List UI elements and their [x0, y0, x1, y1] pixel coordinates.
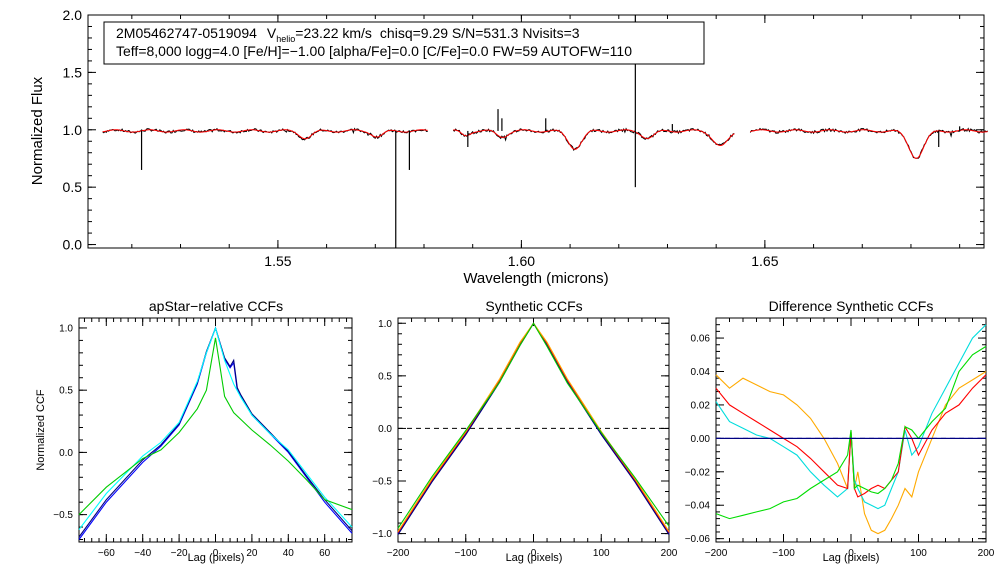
- difference-ccf-series-green: [715, 345, 987, 520]
- apstar-ccf-y-tick-labels: −0.5 0.0 0.5 1.0: [53, 323, 73, 521]
- difference-ccf-x-tick-label: 100: [910, 548, 927, 559]
- star-info-line-1: 2M05462747-0519094 Vhelio=23.22 km/s chisq…: [116, 25, 580, 44]
- difference-ccf-x-label: Lag (pixels): [823, 552, 880, 564]
- synthetic-ccf-y-tick-label: 0.0: [378, 424, 392, 435]
- synthetic-ccf-y-tick-label: 0.5: [378, 371, 392, 382]
- synthetic-ccf-plot-frame: [397, 317, 670, 543]
- spectrum-y-label: Normalized Flux: [29, 76, 46, 185]
- difference-ccf-series-red: [715, 374, 987, 498]
- model-spectrum-chip-3: [750, 129, 988, 159]
- apstar-ccf-y-label: Normalized CCF: [35, 389, 47, 471]
- synthetic-ccf-y-tick-label: 1.0: [378, 319, 392, 330]
- synthetic-ccf-series-visit-2: [397, 322, 670, 535]
- apstar-ccf-data: [78, 326, 353, 540]
- synthetic-ccf-x-label: Lag (pixels): [506, 552, 563, 564]
- synthetic-ccf-x-tick-label: 200: [661, 548, 678, 559]
- spectrum-x-tick-label: 1.60: [508, 253, 535, 269]
- difference-ccf-panel: Difference Synthetic CCFs −0.06−0.04−0.0…: [685, 298, 995, 564]
- difference-ccf-y-tick-label: 0.06: [691, 334, 711, 345]
- synthetic-ccf-title: Synthetic CCFs: [485, 298, 582, 314]
- observed-spectrum-chip-2: [452, 127, 735, 152]
- star-id: 2M05462747-0519094: [116, 25, 257, 41]
- difference-ccf-y-tick-label: −0.02: [685, 467, 711, 478]
- difference-ccf-x-tick-label: −200: [705, 548, 728, 559]
- synthetic-ccf-series-visit-4: [397, 322, 670, 532]
- apstar-ccf-x-label: Lag (pixels): [188, 552, 245, 564]
- spectrum-y-tick-label: 0.0: [63, 237, 83, 253]
- difference-ccf-title: Difference Synthetic CCFs: [769, 298, 934, 314]
- synthetic-ccf-y-tick-label: −0.5: [372, 477, 392, 488]
- difference-ccf-x-tick-label: −100: [772, 548, 795, 559]
- difference-ccf-x-tick-labels: −200 −100 0 100 200: [705, 548, 995, 559]
- velocity-subscript: helio: [276, 34, 295, 44]
- synthetic-ccf-x-tick-label: −100: [454, 548, 477, 559]
- spectrum-x-tick-label: 1.65: [751, 253, 778, 269]
- synthetic-ccf-axis-ticks: [397, 318, 670, 542]
- spectrum-x-label: Wavelength (microns): [463, 270, 608, 287]
- apstar-ccf-x-tick-label: −60: [98, 548, 115, 559]
- difference-ccf-x-tick-label: 200: [978, 548, 995, 559]
- velocity-value: =23.22 km/s: [295, 25, 372, 41]
- apstar-ccf-y-tick-label: 0.5: [59, 386, 73, 397]
- apstar-ccf-y-tick-label: −0.5: [53, 510, 73, 521]
- apstar-ccf-y-tick-label: 0.0: [59, 448, 73, 459]
- apstar-ccf-series-visit-2: [78, 326, 353, 538]
- synthetic-ccf-y-tick-label: −1.0: [372, 529, 392, 540]
- spectrum-x-tick-label: 1.55: [264, 253, 291, 269]
- apstar-ccf-series-visit-1: [78, 326, 353, 540]
- apstar-ccf-axis-ticks: [79, 318, 352, 542]
- spectrum-y-tick-label: 0.5: [63, 179, 83, 195]
- apstar-ccf-x-tick-label: 40: [283, 548, 295, 559]
- fit-stats: chisq=9.29 S/N=531.3 Nvisits=3: [380, 25, 580, 41]
- difference-ccf-y-tick-labels: −0.06 −0.04 −0.02 0.00 0.02 0.04 0.06: [685, 334, 711, 546]
- apstar-ccf-y-tick-label: 1.0: [59, 323, 73, 334]
- spectrum-panel: 0.0 0.5 1.0 1.5 2.0 1.55 1.60 1.65 Wavelength …: [29, 7, 988, 287]
- spectrum-y-tick-label: 1.5: [63, 64, 83, 80]
- spectrum-y-tick-labels: 0.0 0.5 1.0 1.5 2.0: [63, 7, 83, 253]
- apstar-ccf-series-visit-3: [78, 326, 353, 530]
- spectrum-y-tick-label: 2.0: [63, 7, 83, 23]
- synthetic-ccf-series-visit-3: [397, 322, 670, 533]
- velocity-label: V: [267, 25, 277, 41]
- spectrum-y-tick-label: 1.0: [63, 122, 83, 138]
- synthetic-ccf-data: [397, 322, 670, 535]
- synthetic-ccf-x-tick-label: 0: [531, 548, 537, 559]
- star-info-line-2: Teff=8,000 logg=4.0 [Fe/H]=−1.00 [alpha/…: [116, 43, 632, 59]
- model-spectrum-chip-2: [453, 129, 735, 150]
- spectrum-x-tick-labels: 1.55 1.60 1.65: [264, 253, 778, 269]
- difference-ccf-x-tick-label: 0: [848, 548, 854, 559]
- apstar-ccf-x-tick-label: −20: [171, 548, 188, 559]
- difference-ccf-data: [715, 324, 987, 535]
- synthetic-ccf-y-tick-labels: −1.0 −0.5 0.0 0.5 1.0: [372, 319, 392, 540]
- apstar-ccf-panel: apStar−relative CCFs −0.5 0.0 0.5 1.0 −60 −4…: [35, 298, 353, 564]
- difference-ccf-y-tick-label: −0.06: [685, 534, 711, 545]
- star-info-box: [103, 21, 705, 65]
- apstar-ccf-x-tick-label: 0: [213, 548, 219, 559]
- synthetic-ccf-series-visit-5: [397, 322, 670, 529]
- difference-ccf-series-cyan: [715, 324, 987, 510]
- synthetic-ccf-x-tick-label: −200: [387, 548, 410, 559]
- synthetic-ccf-x-tick-label: 100: [593, 548, 610, 559]
- difference-ccf-y-tick-label: 0.04: [691, 367, 711, 378]
- synthetic-ccf-x-tick-labels: −200 −100 0 100 200: [387, 548, 678, 559]
- apstar-ccf-x-tick-label: 20: [246, 548, 258, 559]
- difference-ccf-y-tick-label: 0.02: [691, 400, 711, 411]
- observed-spectrum-chip-3: [749, 127, 988, 159]
- synthetic-ccf-panel: Synthetic CCFs −1.0 −0.5 0.0 0.5 1.0 −200 −10…: [372, 298, 678, 564]
- difference-ccf-series-yellow: [715, 371, 987, 535]
- apstar-ccf-title: apStar−relative CCFs: [149, 298, 283, 314]
- apstar-ccf-plot-frame: [78, 317, 353, 543]
- difference-ccf-y-tick-label: −0.04: [685, 501, 711, 512]
- difference-ccf-y-tick-label: 0.00: [691, 434, 711, 445]
- apstar-ccf-x-tick-label: −40: [134, 548, 151, 559]
- apstar-ccf-x-tick-labels: −60 −40 −20 0 20 40 60: [98, 548, 331, 559]
- apstar-ccf-series-combined: [78, 337, 353, 515]
- apstar-ccf-x-tick-label: 60: [319, 548, 331, 559]
- spectrum-data: [102, 15, 988, 248]
- model-spectrum-chip-1: [102, 129, 428, 140]
